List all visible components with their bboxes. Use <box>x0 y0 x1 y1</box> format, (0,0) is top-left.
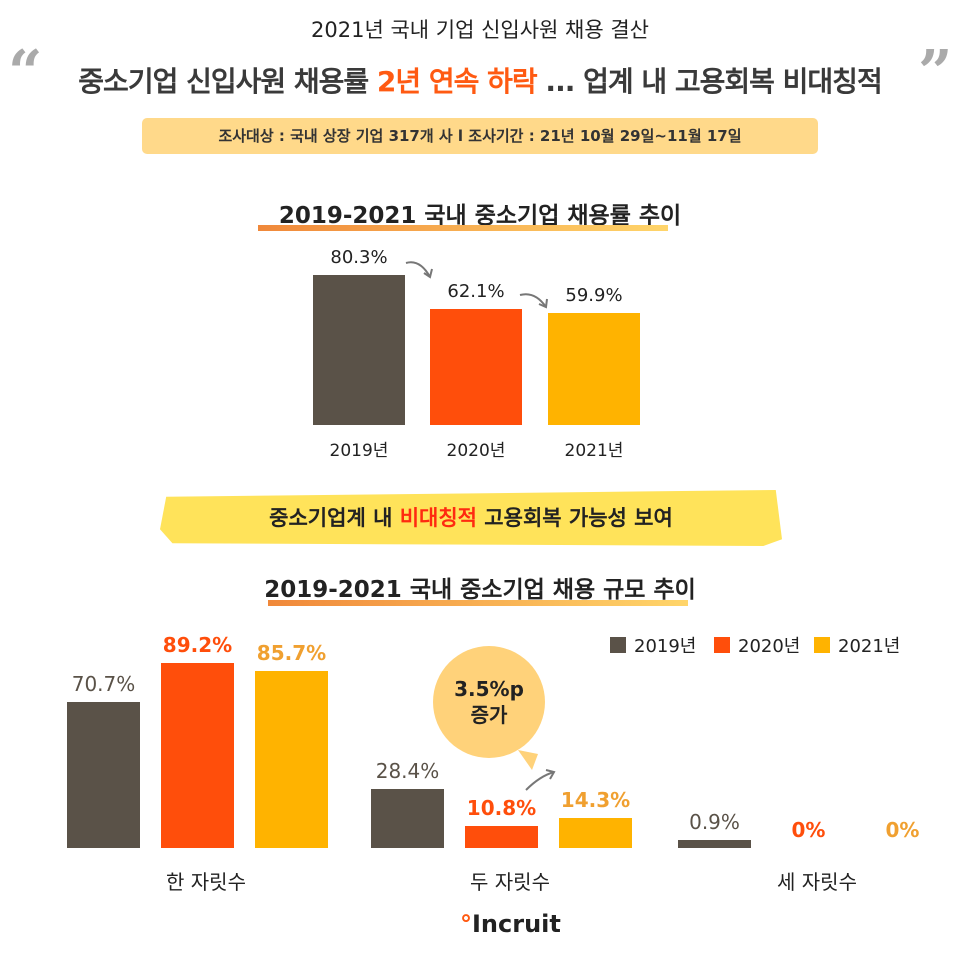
bar-2 <box>548 312 640 425</box>
value-label: 0% <box>791 818 826 842</box>
close-quote: ” <box>918 38 953 108</box>
legend-2021: 2021년 <box>814 632 900 658</box>
value-label: 62.1% <box>447 280 505 302</box>
value-label: 14.3% <box>560 788 631 813</box>
highlight-banner: 중소기업계 내 비대칭적 고용회복 가능성 보여 <box>160 490 782 546</box>
bar-1-2 <box>559 818 632 848</box>
headline: 중소기업 신입사원 채용률 2년 연속 하락 ... 업계 내 고용회복 비대칭… <box>0 60 960 100</box>
bar-0-1 <box>161 663 234 848</box>
value-label: 0.9% <box>689 810 740 834</box>
bar-0-2 <box>255 670 328 848</box>
bar-1 <box>430 308 522 425</box>
legend-swatch <box>714 637 730 653</box>
legend-swatch <box>610 637 626 653</box>
callout-bubble: 3.5%p 증가 <box>433 646 545 758</box>
category-label: 한 자릿수 <box>166 870 246 894</box>
chart2-title: 2019-2021 국내 중소기업 채용 규모 추이 <box>264 577 696 603</box>
logo-text: Incruit <box>472 910 561 938</box>
legend-label: 2020년 <box>738 636 801 657</box>
value-label: 0% <box>885 818 920 842</box>
category-label: 2019년 <box>329 441 389 461</box>
legend-label: 2021년 <box>838 636 901 657</box>
value-label: 59.9% <box>565 284 623 306</box>
headline-text: 중소기업 신입사원 채용률 <box>78 65 377 98</box>
category-label: 세 자릿수 <box>777 870 857 894</box>
headline-highlight: 2년 연속 하락 <box>376 65 538 98</box>
legend-label: 2019년 <box>634 636 697 657</box>
trend-arrows <box>405 261 548 309</box>
category-label: 2021년 <box>564 441 624 461</box>
callout-text: 증가 <box>470 703 508 727</box>
bar-2-0 <box>678 840 751 848</box>
supertitle: 2021년 국내 기업 신입사원 채용 결산 <box>311 18 649 42</box>
bar-1-1 <box>465 825 538 848</box>
headline-text-2: ... 업계 내 고용회복 비대칭적 <box>536 65 882 98</box>
legend-swatch <box>814 637 830 653</box>
value-label: 80.3% <box>330 246 388 268</box>
bar-0 <box>313 274 405 425</box>
value-label: 10.8% <box>466 795 537 820</box>
value-label: 85.7% <box>256 640 327 665</box>
banner-highlight: 비대칭적 <box>399 506 477 530</box>
category-label: 두 자릿수 <box>470 870 550 894</box>
value-label: 70.7% <box>71 671 136 696</box>
chart1-title: 2019-2021 국내 중소기업 채용률 추이 <box>278 203 682 229</box>
incruit-logo: °Incruit <box>460 910 561 938</box>
banner-text: 중소기업계 내 <box>269 506 400 530</box>
open-quote: “ <box>8 38 43 108</box>
title-underline <box>258 225 668 231</box>
category-label: 2020년 <box>446 441 506 461</box>
bar-1-0 <box>371 789 444 848</box>
value-label: 89.2% <box>162 633 233 658</box>
value-label: 28.4% <box>375 759 440 784</box>
callout-value: 3.5%p <box>454 677 524 701</box>
legend-2019: 2019년 <box>610 632 696 658</box>
survey-info: 조사대상 : 국내 상장 기업 317개 사 l 조사기간 : 21년 10월 … <box>142 118 818 154</box>
legend-2020: 2020년 <box>714 632 800 658</box>
title-underline <box>268 600 688 606</box>
bar-0-0 <box>67 701 140 848</box>
banner-text-2: 고용회복 가능성 보여 <box>477 506 673 530</box>
callout-arrow <box>518 750 556 791</box>
